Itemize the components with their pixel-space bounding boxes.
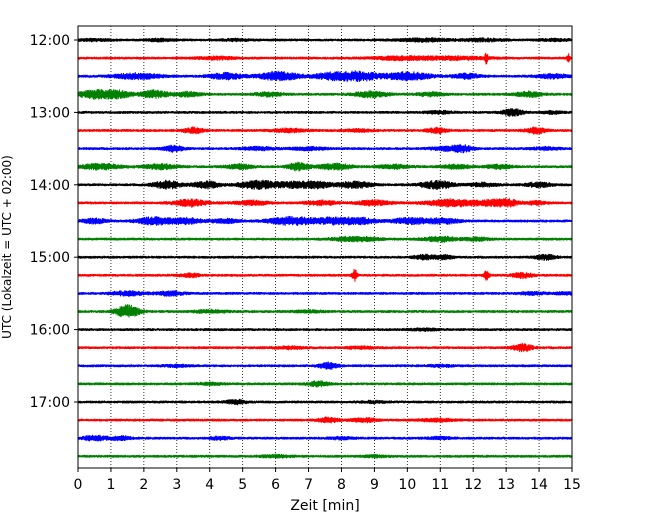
trace-row-1615 bbox=[77, 343, 573, 353]
x-tick-label: 15 bbox=[563, 477, 581, 493]
y-axis-label: UTC (Lokalzeit = UTC + 02:00) bbox=[0, 155, 14, 339]
trace-row-1315 bbox=[77, 126, 573, 135]
x-tick-label: 11 bbox=[431, 477, 449, 493]
x-tick-label: 4 bbox=[205, 477, 214, 493]
trace-row-1430 bbox=[77, 215, 573, 226]
y-tick-label: 15:00 bbox=[30, 250, 70, 266]
x-tick-label: 3 bbox=[172, 477, 181, 493]
x-tick-label: 6 bbox=[271, 477, 280, 493]
x-tick-label: 12 bbox=[464, 477, 482, 493]
trace-row-1700 bbox=[77, 398, 573, 406]
trace-row-1230 bbox=[77, 70, 573, 82]
trace-row-1345 bbox=[77, 161, 573, 172]
x-tick-label: 7 bbox=[304, 477, 313, 493]
trace-row-1415 bbox=[77, 198, 573, 208]
x-tick-label: 10 bbox=[398, 477, 416, 493]
trace-row-1515 bbox=[77, 269, 573, 282]
x-tick-label: 2 bbox=[139, 477, 148, 493]
trace-row-1715 bbox=[77, 416, 573, 424]
y-axis: 12:00 13:00 14:00 15:00 16:00 17:00 bbox=[30, 33, 78, 411]
trace-row-1545 bbox=[77, 304, 573, 318]
trace-row-1645 bbox=[77, 380, 573, 388]
trace-row-1300 bbox=[77, 108, 573, 117]
trace-rows bbox=[77, 37, 573, 459]
trace-row-1500 bbox=[77, 253, 573, 261]
trace-row-1530 bbox=[77, 290, 573, 297]
trace-row-1200 bbox=[77, 37, 573, 43]
trace-row-1215 bbox=[77, 52, 573, 65]
trace-row-1630 bbox=[77, 361, 573, 370]
trace-row-1730 bbox=[77, 434, 573, 442]
x-axis-label: Zeit [min] bbox=[290, 498, 359, 514]
trace-row-1600 bbox=[77, 327, 573, 332]
trace-row-1245 bbox=[77, 88, 573, 100]
trace-row-1745 bbox=[77, 453, 573, 459]
trace-row-1445 bbox=[77, 235, 573, 243]
x-tick-label: 8 bbox=[337, 477, 346, 493]
x-tick-label: 0 bbox=[74, 477, 83, 493]
x-axis: 0 1 2 3 4 5 6 7 8 9 10 11 12 13 14 15 bbox=[74, 468, 581, 493]
x-tick-label: 1 bbox=[106, 477, 115, 493]
x-tick-label: 14 bbox=[530, 477, 548, 493]
x-tick-label: 5 bbox=[238, 477, 247, 493]
y-tick-label: 17:00 bbox=[30, 395, 70, 411]
trace-row-1400 bbox=[77, 179, 573, 190]
y-tick-label: 12:00 bbox=[30, 33, 70, 49]
y-tick-label: 16:00 bbox=[30, 323, 70, 339]
x-tick-label: 9 bbox=[370, 477, 379, 493]
x-tick-label: 13 bbox=[497, 477, 515, 493]
y-tick-label: 13:00 bbox=[30, 105, 70, 121]
y-tick-label: 14:00 bbox=[30, 178, 70, 194]
trace-row-1330 bbox=[77, 143, 573, 154]
plot-frame bbox=[77, 25, 573, 469]
